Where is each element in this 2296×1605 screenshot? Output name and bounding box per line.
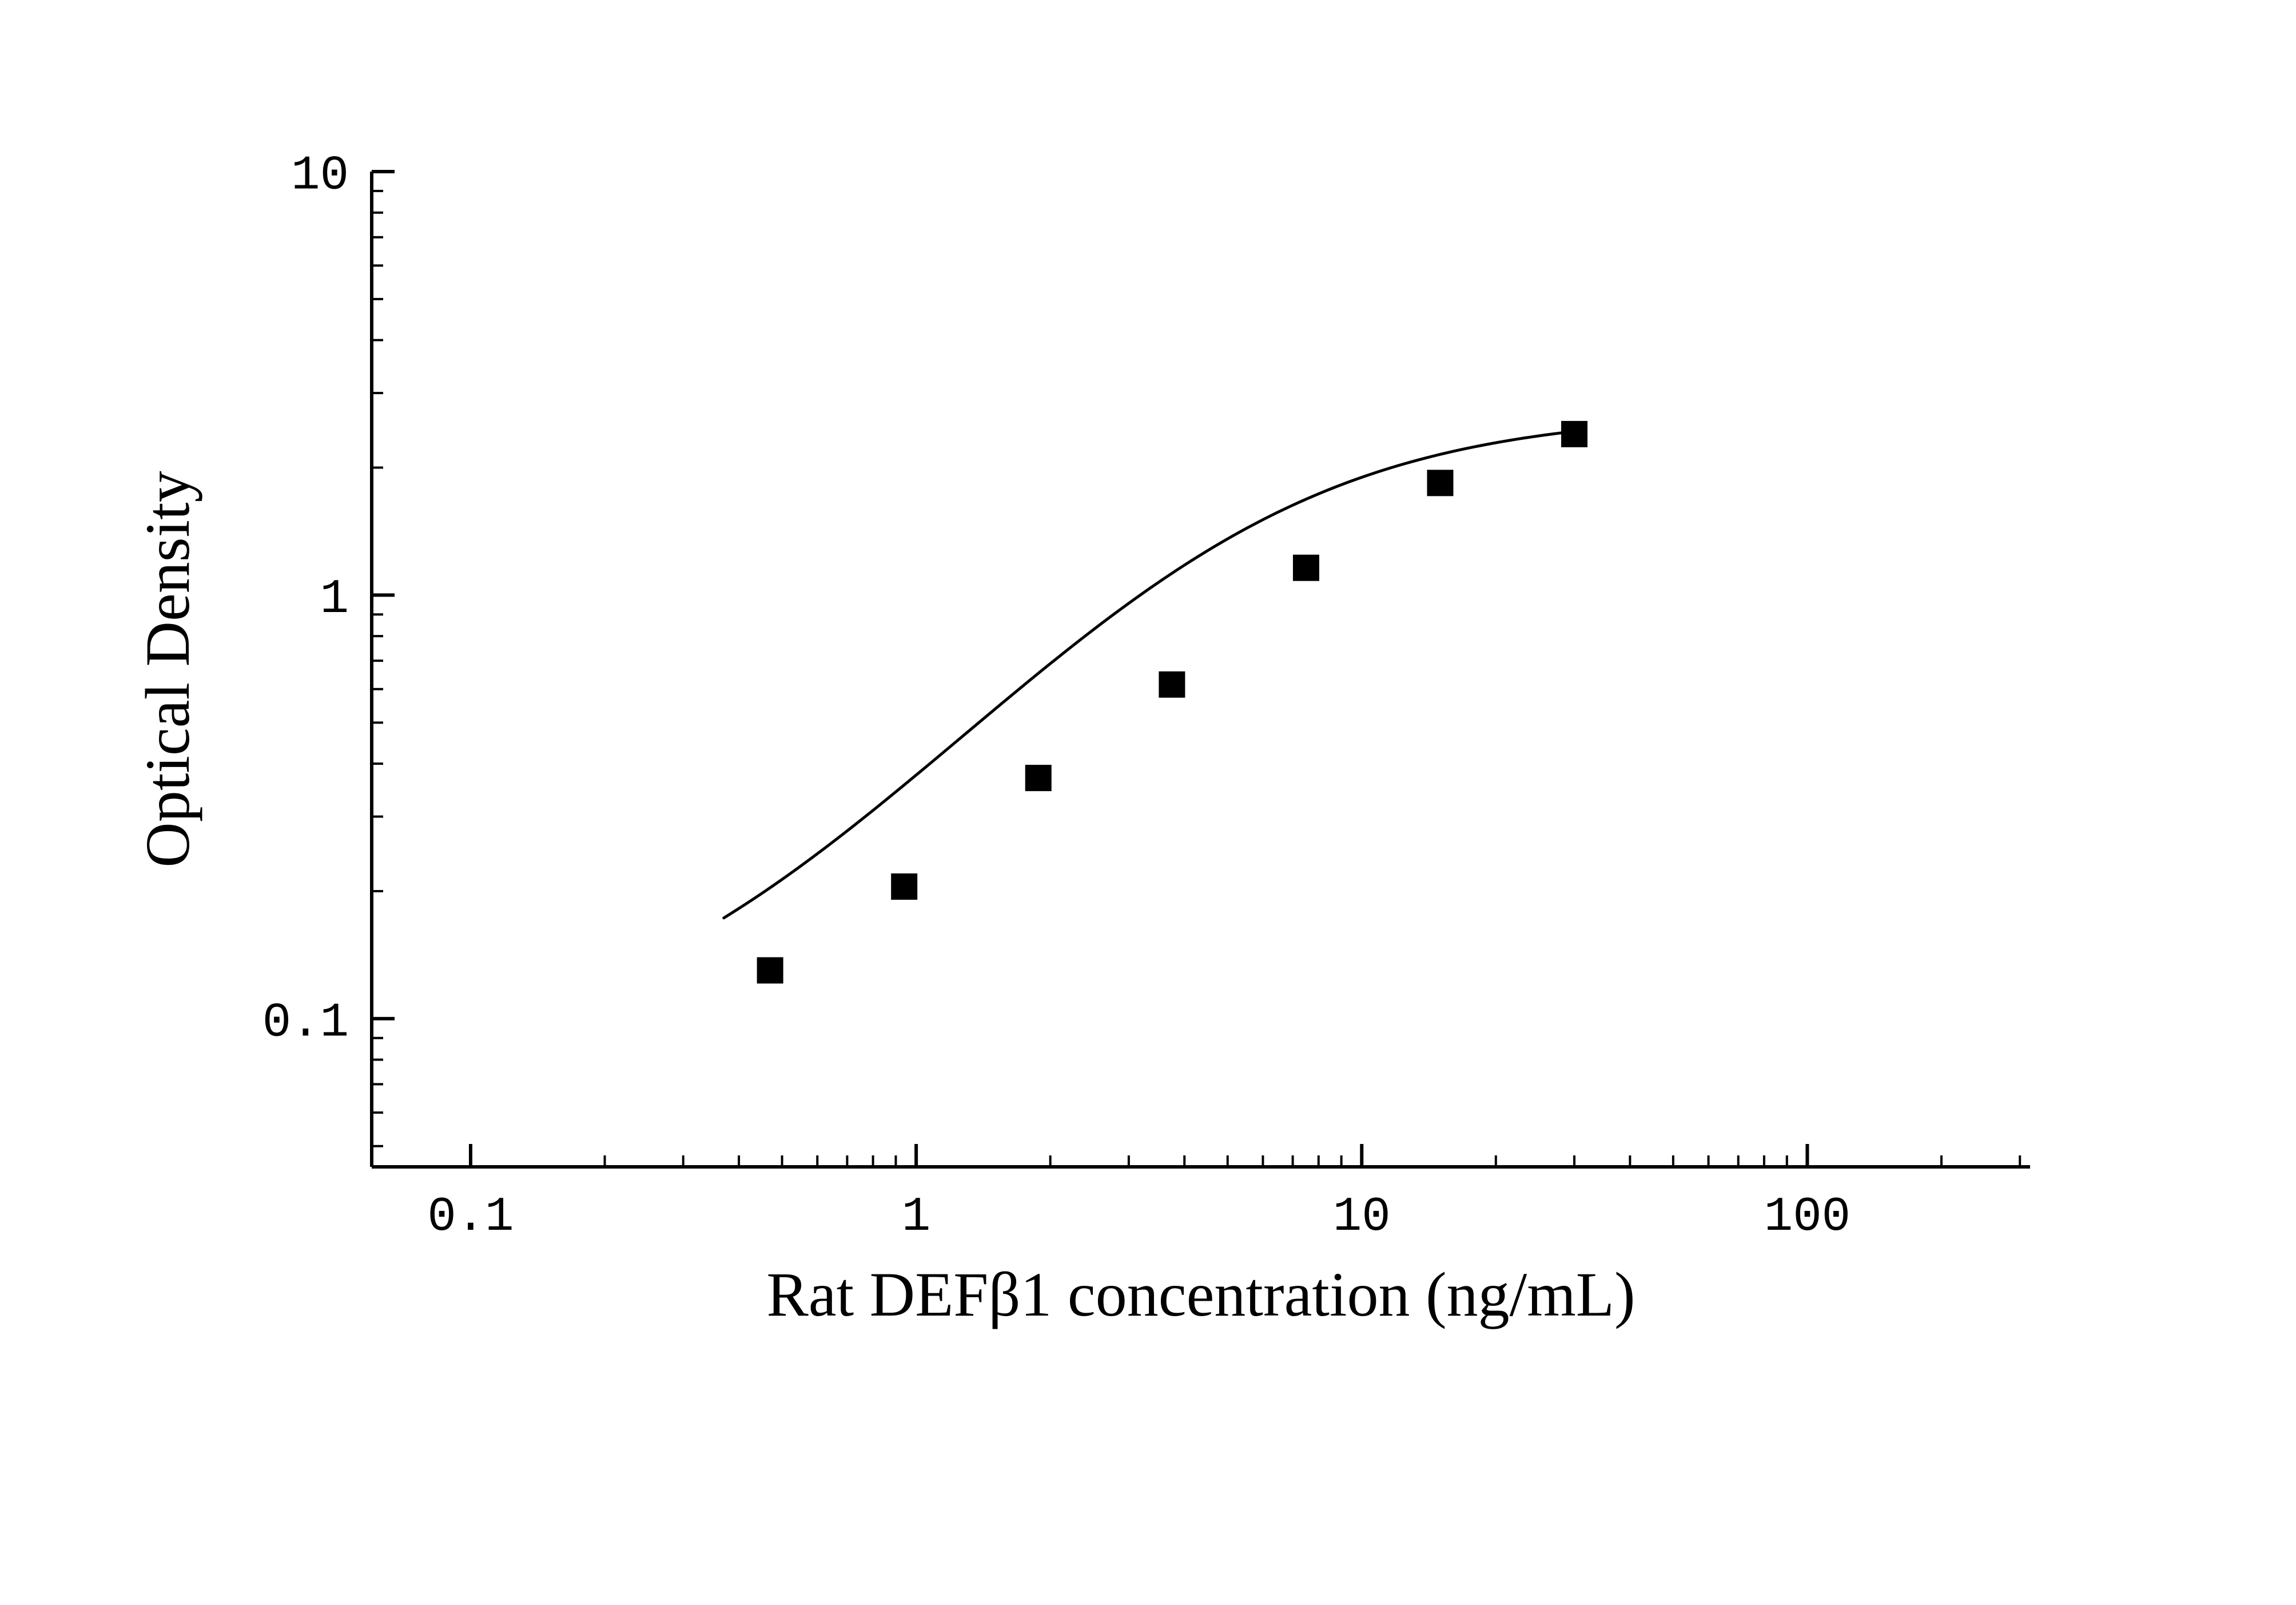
data-marker — [1427, 470, 1453, 496]
x-tick-label: 0.1 — [427, 1190, 514, 1245]
data-marker — [1293, 555, 1319, 581]
chart-background — [0, 0, 2296, 1605]
data-marker — [1025, 765, 1052, 791]
y-axis-label: Optical Density — [133, 471, 202, 867]
data-marker — [891, 873, 917, 900]
x-tick-label: 10 — [1333, 1190, 1391, 1245]
y-tick-label: 0.1 — [262, 996, 349, 1050]
y-tick-label: 1 — [320, 573, 349, 627]
y-tick-label: 10 — [291, 149, 349, 203]
x-tick-label: 1 — [902, 1190, 930, 1245]
data-marker — [757, 957, 783, 983]
standard-curve-chart: 0.1 1 10 100 0.1 1 10 Rat DEFβ1 concentration (… — [0, 0, 2296, 1605]
data-marker — [1159, 672, 1185, 698]
x-axis-label: Rat DEFβ1 concentration (ng/mL) — [766, 1260, 1635, 1329]
data-marker — [1561, 421, 1587, 447]
chart-container: 0.1 1 10 100 0.1 1 10 Rat DEFβ1 concentration (… — [0, 0, 2296, 1605]
x-tick-label: 100 — [1764, 1190, 1851, 1245]
